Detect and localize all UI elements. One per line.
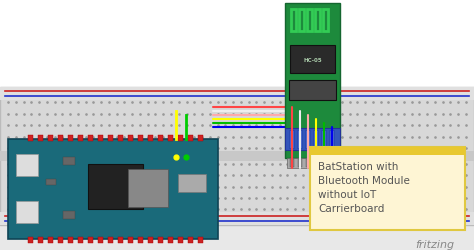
Bar	[285, 128, 340, 150]
Bar	[289, 130, 294, 148]
Bar	[28, 136, 33, 141]
Bar	[315, 10, 320, 32]
Bar	[128, 136, 133, 141]
Bar	[178, 174, 206, 192]
Bar	[108, 136, 113, 141]
Bar	[68, 237, 73, 243]
Bar	[297, 130, 302, 148]
Bar	[98, 237, 103, 243]
Bar	[330, 159, 334, 167]
Bar	[188, 237, 193, 243]
Bar	[28, 237, 33, 243]
Bar	[313, 130, 318, 148]
Text: HC-05: HC-05	[303, 57, 322, 62]
Bar	[0, 0, 474, 88]
Bar	[118, 136, 123, 141]
Bar	[58, 136, 63, 141]
Bar	[287, 6, 338, 41]
Bar	[291, 10, 296, 32]
Bar	[78, 237, 83, 243]
Bar	[8, 140, 218, 239]
Bar	[0, 212, 474, 225]
Bar	[314, 159, 318, 167]
Bar	[48, 237, 53, 243]
Bar	[306, 159, 310, 167]
Bar	[128, 169, 168, 207]
Bar	[158, 237, 163, 243]
Bar	[198, 136, 203, 141]
Bar	[63, 157, 75, 165]
Bar	[58, 237, 63, 243]
Bar	[118, 237, 123, 243]
Bar	[138, 136, 143, 141]
Bar	[88, 136, 93, 141]
Bar	[329, 130, 334, 148]
Bar	[178, 136, 183, 141]
Bar	[148, 237, 153, 243]
Bar	[0, 88, 474, 101]
Bar	[148, 136, 153, 141]
Bar	[158, 136, 163, 141]
Bar	[310, 148, 465, 230]
Bar	[38, 136, 43, 141]
Bar	[46, 179, 56, 185]
Bar	[128, 237, 133, 243]
Bar	[138, 237, 143, 243]
Bar	[307, 10, 312, 32]
Bar	[188, 136, 193, 141]
Bar	[16, 201, 38, 223]
Bar	[68, 136, 73, 141]
Bar	[287, 158, 338, 168]
Bar	[38, 237, 43, 243]
Bar	[299, 10, 304, 32]
Bar	[88, 237, 93, 243]
Bar	[108, 237, 113, 243]
Bar	[285, 4, 340, 158]
Bar	[98, 136, 103, 141]
Bar	[88, 164, 143, 209]
Bar	[290, 159, 294, 167]
Bar	[322, 159, 326, 167]
Bar	[78, 136, 83, 141]
Bar	[63, 211, 75, 219]
Bar	[298, 159, 302, 167]
Bar	[289, 81, 336, 100]
Bar	[178, 237, 183, 243]
Bar	[0, 152, 474, 161]
Text: BatStation with
Bluetooth Module
without IoT
Carrierboard: BatStation with Bluetooth Module without…	[318, 161, 410, 213]
Bar	[0, 225, 474, 250]
Bar	[168, 237, 173, 243]
Bar	[0, 88, 474, 225]
Bar	[48, 136, 53, 141]
Bar	[168, 136, 173, 141]
Bar	[290, 46, 335, 74]
Bar	[198, 237, 203, 243]
Bar	[323, 10, 328, 32]
Text: fritzing: fritzing	[415, 239, 454, 249]
Bar	[305, 130, 310, 148]
Bar	[321, 130, 326, 148]
Bar	[16, 154, 38, 176]
Bar	[310, 148, 465, 156]
